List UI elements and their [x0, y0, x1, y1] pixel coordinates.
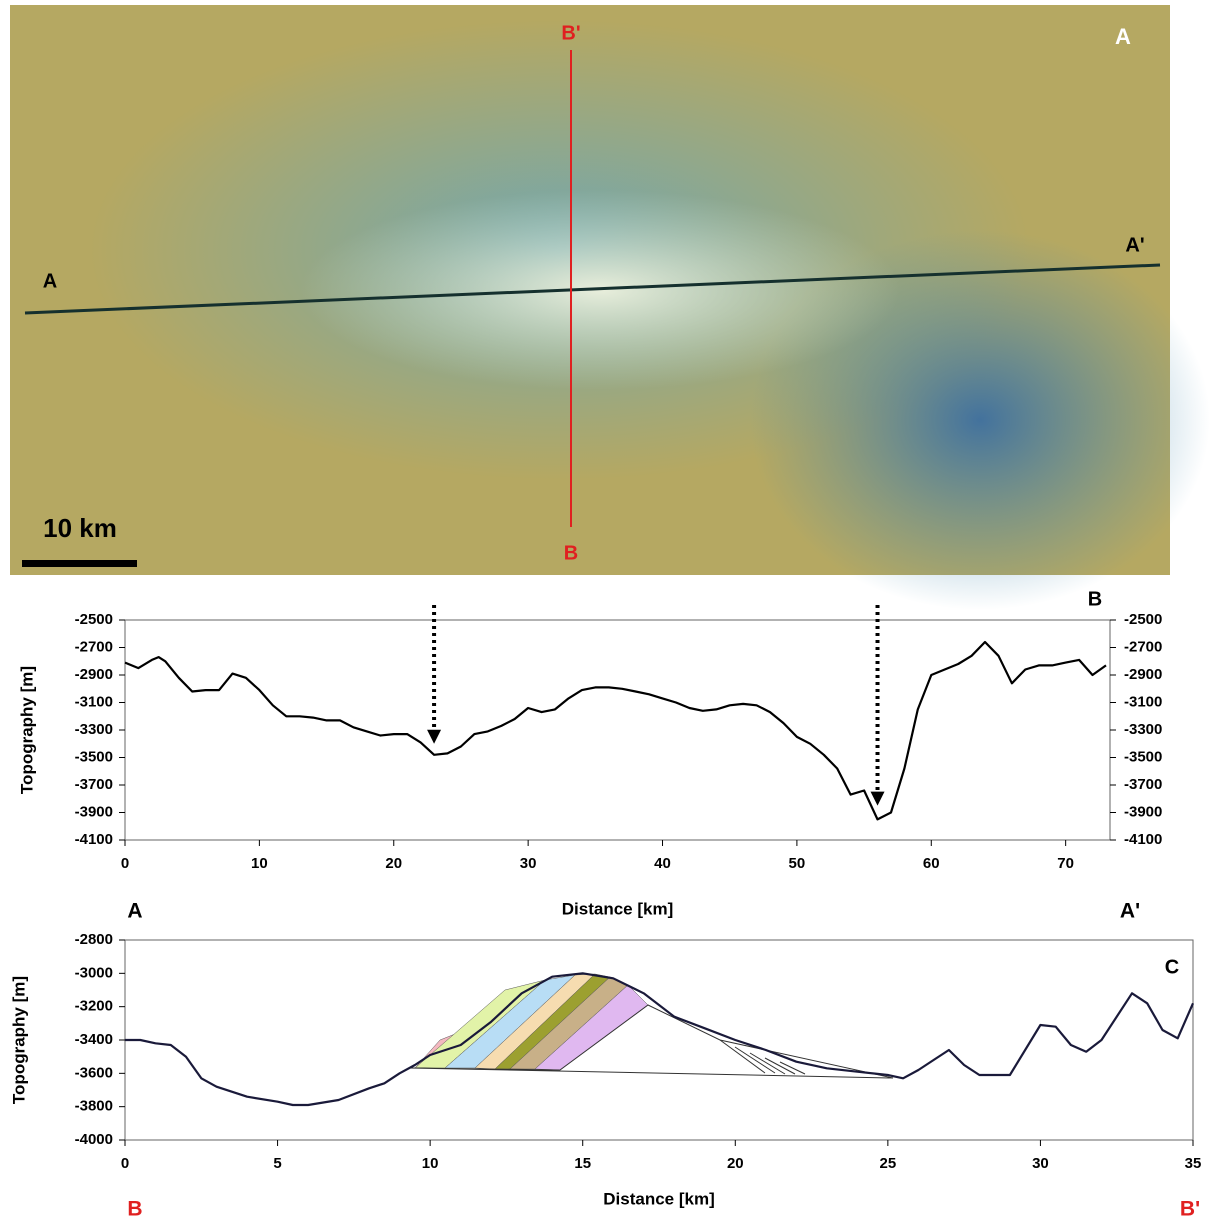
x-tick-label: 70 [1057, 855, 1074, 872]
y-tick-label: -3400 [75, 1031, 113, 1048]
x-axis-label: Distance [km] [562, 899, 673, 918]
x-tick-label: 50 [789, 855, 806, 872]
y-tick-label: -3700 [1124, 776, 1162, 793]
y-tick-label: -3600 [75, 1064, 113, 1081]
section-label: B' [561, 22, 580, 44]
scale-label: 10 km [43, 513, 117, 543]
y-tick-label: -4100 [75, 831, 113, 848]
y-tick-label: -3100 [75, 693, 113, 710]
figure: A B' B A A' 10 km -2500 -2500 -2700 -2700 -2… [0, 0, 1214, 1220]
scale-bar [22, 560, 137, 567]
y-tick-label: -2900 [1124, 666, 1162, 683]
end-label: B [127, 1198, 142, 1220]
x-tick-label: 30 [1032, 1155, 1049, 1172]
hatch [720, 1040, 805, 1074]
y-tick-label: -2800 [75, 931, 113, 948]
x-tick-label: 20 [727, 1155, 744, 1172]
x-tick-label: 15 [574, 1155, 591, 1172]
panel-label: C [1165, 956, 1179, 978]
y-tick-label: -3700 [75, 776, 113, 793]
y-tick-label: -3300 [75, 721, 113, 738]
y-tick-label: -3100 [1124, 693, 1162, 710]
x-tick-label: 25 [880, 1155, 897, 1172]
y-axis-label: Topography [m] [9, 976, 28, 1104]
y-tick-label: -4000 [75, 1131, 113, 1148]
panel-label: B [1088, 588, 1102, 610]
map: A B' B A A' 10 km [10, 5, 1210, 610]
arrow-head [871, 792, 885, 806]
strata [410, 974, 893, 1078]
x-tick-label: 10 [422, 1155, 439, 1172]
y-tick-label: -2500 [1124, 611, 1162, 628]
section-label: A [43, 270, 57, 292]
arrow-head [427, 730, 441, 744]
y-tick-label: -2700 [75, 638, 113, 655]
x-tick-label: 5 [273, 1155, 281, 1172]
plot-frame [125, 620, 1110, 840]
x-tick-label: 0 [121, 1155, 129, 1172]
y-tick-label: -3500 [75, 748, 113, 765]
y-tick-label: -2900 [75, 666, 113, 683]
section-label: B [564, 542, 578, 564]
x-tick-label: 20 [385, 855, 402, 872]
x-tick-label: 30 [520, 855, 537, 872]
y-tick-label: -3300 [1124, 721, 1162, 738]
x-tick-label: 0 [121, 855, 129, 872]
profile-line [125, 973, 1193, 1105]
y-tick-label: -3900 [75, 803, 113, 820]
y-tick-label: -3200 [75, 998, 113, 1015]
x-tick-label: 60 [923, 855, 940, 872]
profile-line [125, 642, 1106, 819]
y-tick-label: -3900 [1124, 803, 1162, 820]
y-tick-label: -2700 [1124, 638, 1162, 655]
x-tick-label: 35 [1185, 1155, 1202, 1172]
end-label: A' [1120, 900, 1140, 923]
end-label: A [127, 900, 142, 923]
y-tick-label: -4100 [1124, 831, 1162, 848]
end-label: B' [1180, 1198, 1200, 1220]
y-tick-label: -3500 [1124, 748, 1162, 765]
y-tick-label: -3000 [75, 964, 113, 981]
y-tick-label: -3800 [75, 1098, 113, 1115]
x-tick-label: 10 [251, 855, 268, 872]
y-axis-label: Topography [m] [17, 666, 36, 794]
plot-frame [125, 940, 1193, 1140]
section-label: A' [1125, 234, 1144, 256]
y-tick-label: -2500 [75, 611, 113, 628]
panel-label: A [1115, 24, 1131, 49]
x-tick-label: 40 [654, 855, 671, 872]
x-axis-label: Distance [km] [603, 1189, 714, 1208]
